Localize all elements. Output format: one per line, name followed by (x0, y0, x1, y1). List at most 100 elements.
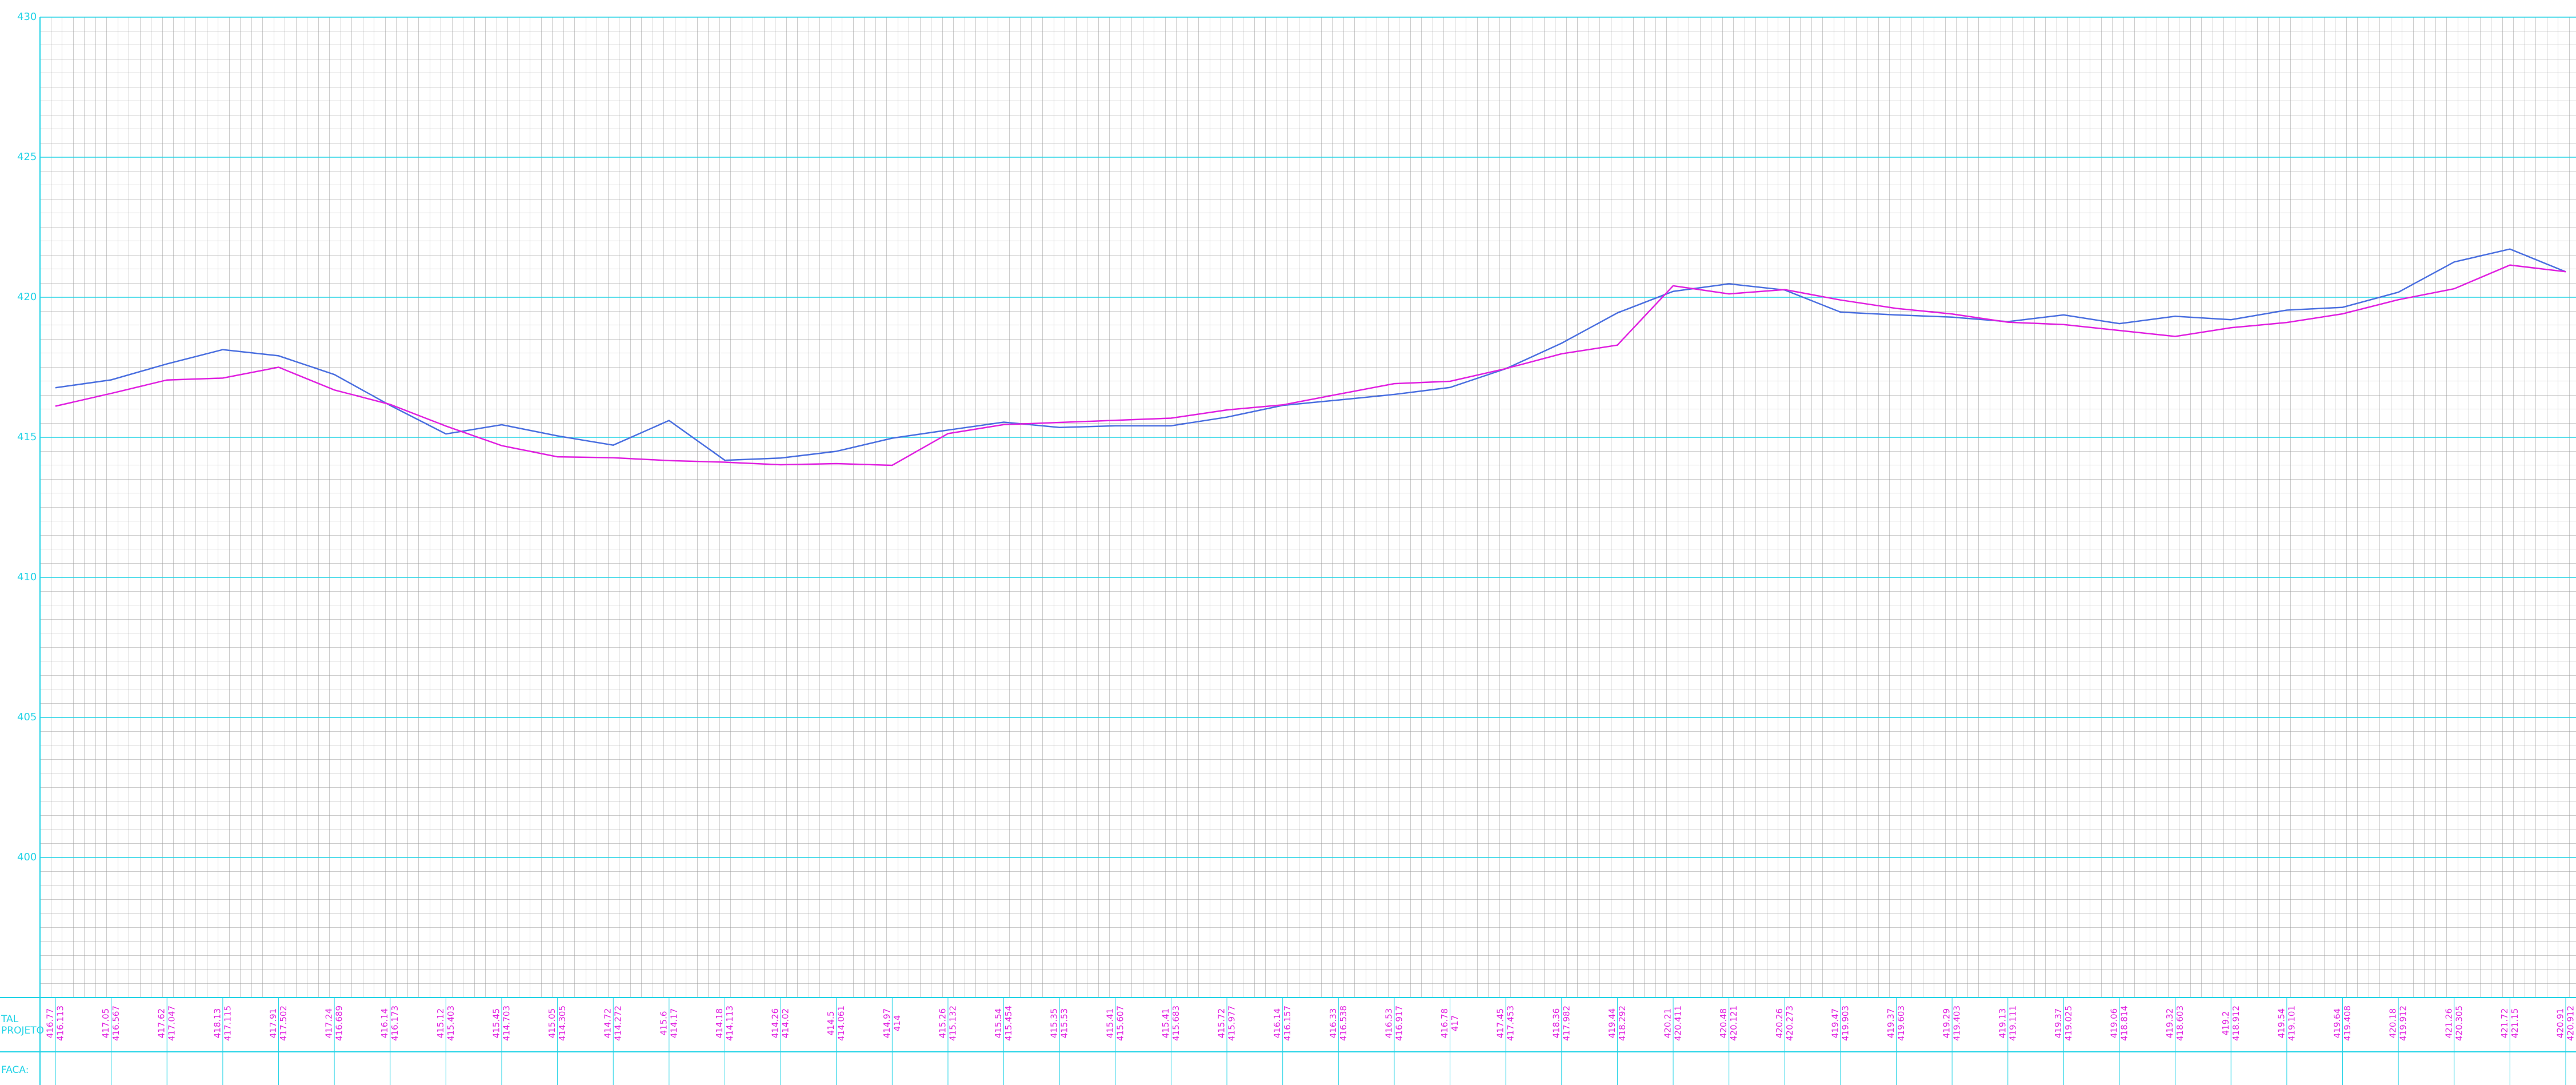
station-value: 417.982 (1561, 1006, 1571, 1041)
station-value: 421.15 (2510, 1008, 2520, 1039)
station-value: 420.912 (2566, 1006, 2576, 1041)
station-value: 416.77 (45, 1008, 55, 1039)
station-value: 415.607 (1115, 1006, 1125, 1041)
profile-line (55, 248, 2566, 461)
station-value: 414.26 (770, 1008, 781, 1039)
station-value: 415.45 (491, 1008, 501, 1039)
station-value: 414.18 (714, 1008, 725, 1039)
row-label: FACA: (1, 1064, 29, 1076)
station-value: 419.101 (2286, 1006, 2297, 1041)
y-tick-label: 425 (17, 151, 37, 163)
station-value: 415.54 (993, 1008, 1003, 1039)
station-value: 420.21 (1663, 1008, 1673, 1039)
row-label: PROJETO (1, 1025, 44, 1036)
station-value: 414.72 (603, 1008, 613, 1039)
station-value: 419.47 (1830, 1008, 1840, 1039)
station-value: 415.35 (1049, 1008, 1059, 1039)
station-value: 417.453 (1506, 1006, 1516, 1041)
station-value: 419.44 (1607, 1008, 1617, 1039)
station-value: 419.37 (2053, 1008, 2063, 1039)
station-value: 415.12 (435, 1008, 446, 1039)
station-value: 415.6 (658, 1011, 669, 1036)
station-value: 414.305 (557, 1006, 567, 1041)
station-value: 418.36 (1551, 1008, 1561, 1039)
station-value: 415.72 (1217, 1008, 1227, 1039)
station-value: 416.689 (334, 1006, 345, 1041)
station-value: 415.683 (1171, 1006, 1181, 1041)
station-value: 417.62 (157, 1008, 167, 1039)
station-value: 416.53 (1383, 1008, 1394, 1039)
station-value: 417.24 (324, 1008, 334, 1039)
y-tick-label: 415 (17, 431, 37, 443)
station-value: 419.54 (2276, 1008, 2286, 1039)
station-value: 416.173 (390, 1006, 400, 1041)
station-value: 419.403 (1952, 1006, 1962, 1041)
y-tick-label: 400 (17, 851, 37, 863)
station-value: 418.912 (2231, 1006, 2241, 1041)
station-value: 415.53 (1059, 1008, 1070, 1039)
station-value: 419.29 (1942, 1008, 1952, 1039)
station-value: 415.41 (1105, 1008, 1115, 1039)
station-value: 417.115 (222, 1006, 233, 1041)
station-value: 421.26 (2443, 1008, 2454, 1039)
station-value: 420.18 (2388, 1008, 2398, 1039)
y-tick-label: 430 (17, 11, 37, 23)
station-value: 414.97 (882, 1008, 892, 1039)
station-value: 419.13 (1997, 1008, 2007, 1039)
station-value: 417.91 (268, 1008, 278, 1039)
station-value: 414.5 (826, 1011, 836, 1036)
station-value: 414 (892, 1015, 902, 1032)
station-value: 420.305 (2454, 1006, 2464, 1041)
y-tick-label: 420 (17, 291, 37, 303)
station-value: 417.047 (167, 1006, 177, 1041)
station-value: 414.113 (725, 1006, 735, 1041)
station-value: 414.061 (836, 1006, 846, 1041)
row-label: TAL (1, 1014, 19, 1025)
station-value: 418.603 (2175, 1006, 2185, 1041)
station-value: 415.977 (1227, 1006, 1237, 1041)
station-value: 420.91 (2555, 1008, 2566, 1039)
station-value: 416.14 (379, 1008, 390, 1039)
station-value: 418.13 (212, 1008, 222, 1039)
station-value: 415.454 (1003, 1006, 1014, 1041)
station-value: 419.2 (2221, 1011, 2231, 1036)
station-value: 419.32 (2165, 1008, 2175, 1039)
station-value: 419.603 (1896, 1006, 1906, 1041)
station-value: 417 (1450, 1015, 1460, 1032)
station-value: 416.113 (55, 1006, 66, 1041)
station-value: 420.48 (1718, 1008, 1729, 1039)
station-value: 415.05 (547, 1008, 557, 1039)
station-value: 416.14 (1272, 1008, 1282, 1039)
grid-background (40, 17, 2576, 998)
station-value: 419.37 (1886, 1008, 1896, 1039)
station-value: 416.33 (1328, 1008, 1338, 1039)
station-value: 416.157 (1282, 1006, 1293, 1041)
station-value: 417.45 (1495, 1008, 1506, 1039)
station-value: 417.502 (278, 1006, 289, 1041)
y-tick-label: 410 (17, 571, 37, 583)
station-value: 414.17 (669, 1008, 679, 1039)
station-value: 420.411 (1673, 1006, 1683, 1041)
station-value: 416.567 (111, 1006, 121, 1041)
station-value: 419.111 (2007, 1006, 2018, 1041)
station-value: 417.05 (101, 1008, 111, 1039)
station-value: 415.132 (947, 1006, 958, 1041)
station-value: 416.78 (1439, 1008, 1450, 1039)
station-value: 421.72 (2499, 1008, 2510, 1039)
station-value: 419.025 (2063, 1006, 2074, 1041)
station-value: 414.703 (501, 1006, 511, 1041)
station-value: 419.06 (2109, 1008, 2119, 1039)
station-value: 419.912 (2398, 1006, 2409, 1041)
station-value: 416.538 (1338, 1006, 1349, 1041)
station-value: 414.272 (613, 1006, 623, 1041)
station-value: 420.26 (1774, 1008, 1785, 1039)
station-value: 416.917 (1394, 1006, 1404, 1041)
station-value: 419.408 (2342, 1006, 2353, 1041)
station-value: 419.64 (2332, 1008, 2342, 1039)
station-value: 419.903 (1840, 1006, 1850, 1041)
station-value: 414.02 (781, 1008, 791, 1039)
profile-line (55, 264, 2566, 466)
station-value: 420.273 (1785, 1006, 1795, 1041)
station-value: 415.403 (446, 1006, 456, 1041)
